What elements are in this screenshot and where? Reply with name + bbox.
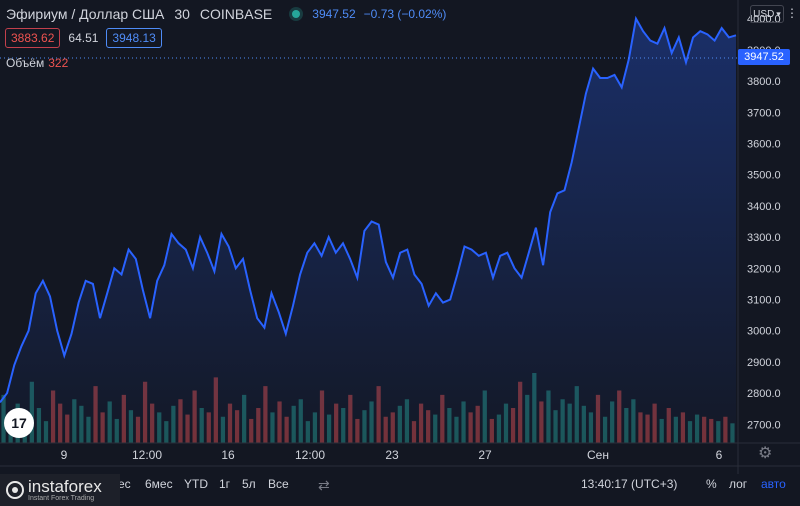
period-button[interactable]: 1г: [219, 477, 231, 491]
menu-icon[interactable]: ⋮: [786, 6, 798, 20]
y-tick-label: 2800.0: [747, 388, 781, 400]
volume-label: Объём: [6, 56, 45, 70]
settings-gear-icon[interactable]: ⚙: [758, 445, 773, 462]
time-axis[interactable]: 9 12:00 16 12:00 23 27 Сен 6: [61, 448, 723, 462]
volume-legend[interactable]: Объём 322: [6, 56, 68, 70]
x-tick-label: 12:00: [295, 448, 325, 462]
price-axis[interactable]: 2700.0 2800.0 2900.0 3000.0 3100.0 3200.0 3300…: [747, 14, 781, 432]
header-price: 3947.52: [312, 7, 356, 21]
spread-value: 64.51: [68, 31, 99, 45]
period-button[interactable]: YTD: [184, 477, 208, 491]
market-status-icon: [292, 10, 301, 18]
y-tick-label: 3000.0: [747, 326, 781, 338]
volume-value: 322: [48, 56, 69, 70]
y-tick-label: 3600.0: [747, 139, 781, 151]
x-tick-label: 27: [478, 448, 492, 462]
instaforex-logo-icon: [6, 481, 24, 499]
y-tick-label: 3500.0: [747, 170, 781, 182]
price-line: [0, 15, 737, 404]
logo-tagline: Instant Forex Trading: [28, 494, 95, 502]
currency-selector[interactable]: USD: [750, 5, 784, 23]
clock-time[interactable]: 13:40:17 (UTC+3): [581, 477, 678, 491]
compare-icon[interactable]: ⇄: [318, 477, 330, 493]
y-tick-label: 3800.0: [747, 76, 781, 88]
symbol-title[interactable]: Эфириум / Доллар США: [6, 6, 165, 22]
y-tick-label: 2700.0: [747, 419, 781, 431]
period-button[interactable]: 6мес: [145, 477, 173, 491]
y-tick-label: 3700.0: [747, 107, 781, 119]
period-button[interactable]: ес: [118, 477, 131, 491]
logo-name: instaforex: [28, 476, 102, 496]
y-tick-label: 3100.0: [747, 294, 781, 306]
x-tick-label: Сен: [587, 448, 609, 462]
x-tick-label: 16: [221, 448, 235, 462]
bottom-toolbar: ес 6мес YTD 1г 5л Все 13:40:17 (UTC+3) %…: [0, 474, 800, 496]
auto-scale-button[interactable]: авто: [761, 477, 786, 491]
x-tick-label: 9: [61, 448, 68, 462]
chart-header: Эфириум / Доллар США 30 COINBASE 3947.52…: [0, 0, 446, 28]
x-tick-label: 12:00: [132, 448, 162, 462]
interval-label[interactable]: 30: [174, 6, 190, 22]
price-area-fill: [0, 18, 736, 443]
currency-label: USD: [753, 8, 775, 20]
period-button[interactable]: Все: [268, 477, 289, 491]
current-price-tag: 3947.52: [738, 49, 790, 65]
bid-ask-row: 3883.62 64.51 3948.13: [5, 28, 162, 48]
exchange-label: COINBASE: [199, 6, 273, 22]
instaforex-logo: instaforex Instant Forex Trading: [0, 474, 120, 506]
y-tick-label: 2900.0: [747, 357, 781, 369]
x-tick-label: 23: [385, 448, 399, 462]
log-scale-button[interactable]: лог: [729, 477, 748, 491]
x-tick-label: 6: [716, 448, 723, 462]
buy-price-button[interactable]: 3948.13: [106, 28, 162, 48]
percent-scale-button[interactable]: %: [706, 477, 717, 491]
sell-price-button[interactable]: 3883.62: [5, 28, 61, 48]
y-tick-label: 3200.0: [747, 263, 781, 275]
period-button[interactable]: 5л: [242, 477, 256, 491]
header-change: −0.73 (−0.02%): [363, 7, 447, 21]
y-tick-label: 3300.0: [747, 232, 781, 244]
y-tick-label: 3400.0: [747, 201, 781, 213]
tradingview-logo-icon[interactable]: 17: [4, 408, 34, 438]
